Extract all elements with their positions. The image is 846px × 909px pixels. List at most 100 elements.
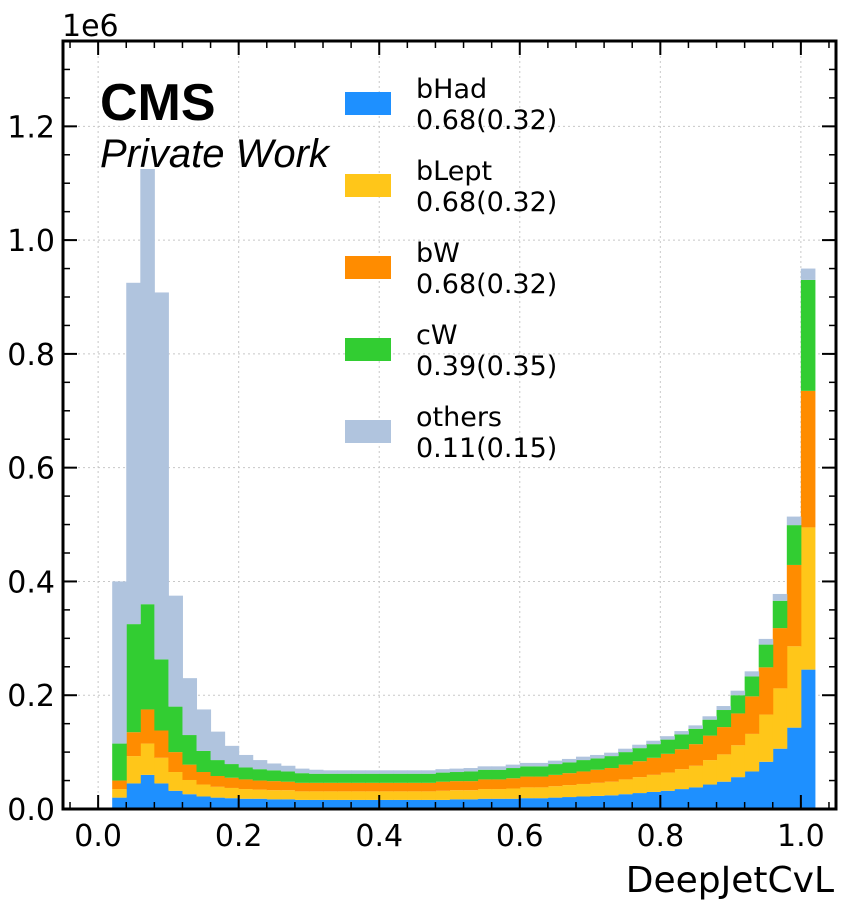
bar-bW [252,780,268,790]
bar-others [561,758,577,763]
x-tick-label: 0.6 [496,819,544,854]
bar-bLept [646,774,661,792]
bar-bW [575,771,591,784]
bar-cW [660,739,675,754]
bar-bW [379,782,394,792]
bar-bW [547,774,563,787]
bar-bW [210,776,226,787]
y-tick-label: 1.2 [7,110,55,145]
bar-cW [716,710,732,728]
bar-cW [800,279,816,391]
bar-cW [519,766,535,777]
bar-bHad [112,797,127,809]
bar-bLept [463,790,479,800]
legend-swatch-bLept [345,174,391,197]
bar-others [196,709,212,751]
bar-bHad [547,797,563,809]
bar-bW [126,732,141,757]
legend-label: others [416,402,502,433]
bar-bLept [744,733,760,772]
bar-bHad [154,783,169,809]
bar-others [604,752,619,757]
bar-cW [688,728,703,745]
bar-bW [758,667,774,715]
bar-bLept [519,787,535,799]
bar-bLept [800,527,816,670]
bar-cW [238,767,254,780]
bar-bHad [126,783,141,809]
bar-cW [323,773,338,783]
bar-bW [238,779,254,790]
bar-cW [379,773,394,783]
bar-bHad [604,795,619,809]
bar-bW [168,752,183,773]
bar-bW [716,727,732,755]
bar-bLept [393,791,408,800]
bar-bHad [365,799,380,809]
bar-bHad [772,748,788,809]
bar-bLept [238,789,254,799]
bar-bHad [140,774,155,809]
bar-bLept [379,791,394,800]
bar-bW [702,735,718,761]
bar-bW [800,390,816,528]
bar-bHad [646,791,661,809]
bar-others [210,731,226,761]
bar-others [407,770,422,774]
bar-others [154,292,169,660]
cms-sublabel: Private Work [100,132,331,176]
bar-bHad [702,784,718,809]
bar-bLept [786,646,802,728]
bar-bHad [224,798,240,809]
cms-label: CMS [100,74,216,132]
bar-others [618,748,633,753]
bar-cW [604,756,619,769]
bar-cW [154,659,169,731]
bar-others [688,725,703,729]
bar-bLept [154,757,169,784]
bar-bHad [477,798,493,809]
bar-others [351,770,366,774]
bar-bHad [533,798,549,809]
bar-others [168,595,183,707]
legend-swatch-bW [345,256,391,279]
bar-bHad [561,797,577,809]
legend-swatch-others [345,420,391,443]
bar-bLept [505,788,521,799]
bar-bW [407,782,422,792]
bar-bLept [730,745,746,778]
bar-cW [210,760,226,777]
bar-others [590,754,605,759]
bar-others [224,745,240,765]
bar-others [646,740,661,745]
bar-bHad [393,799,408,809]
bar-bLept [533,787,549,799]
bar-bLept [632,777,647,794]
bar-cW [182,735,198,765]
bar-cW [421,773,436,783]
bar-bHad [337,799,352,809]
bar-bHad [660,790,675,809]
bar-others [365,770,380,774]
bar-bW [730,713,746,746]
bar-cW [590,758,605,770]
bar-bW [365,782,380,792]
bar-others [294,768,310,774]
histogram-bars [112,169,816,809]
bar-cW [351,773,366,783]
bar-bHad [632,793,647,809]
bar-bW [182,764,198,780]
bar-cW [224,764,240,778]
bar-bHad [449,799,465,809]
bar-others [252,760,268,770]
bar-bHad [168,790,183,809]
bar-bLept [266,790,282,800]
x-tick-label: 0.4 [355,819,403,854]
bar-bLept [323,791,338,800]
bar-cW [168,706,183,753]
bar-bLept [575,783,591,797]
bar-bW [618,764,633,780]
bar-bW [393,782,408,792]
bar-bLept [308,791,324,800]
bar-others [421,770,436,774]
